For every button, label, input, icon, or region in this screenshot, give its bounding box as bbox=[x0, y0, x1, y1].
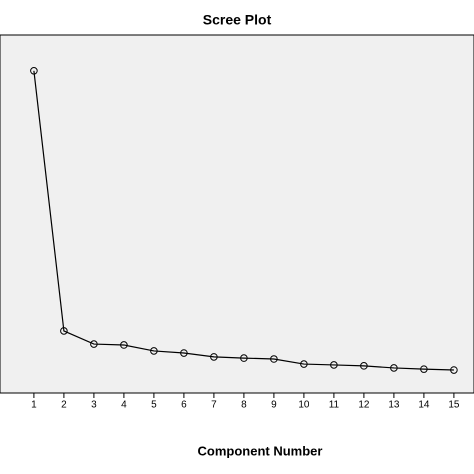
x-tick-label: 3 bbox=[91, 400, 97, 411]
x-tick-label: 8 bbox=[241, 400, 247, 411]
x-axis-title: Component Number bbox=[198, 443, 323, 458]
x-tick-label: 14 bbox=[418, 400, 430, 411]
x-tick-label: 13 bbox=[388, 400, 400, 411]
point bbox=[120, 341, 128, 349]
point bbox=[90, 340, 98, 348]
x-tick-label: 6 bbox=[181, 400, 187, 411]
chart-title: Scree Plot bbox=[203, 12, 272, 28]
x-tick-label: 10 bbox=[298, 400, 310, 411]
x-tick-label: 1 bbox=[31, 400, 37, 411]
point bbox=[360, 362, 368, 370]
point bbox=[330, 361, 338, 369]
x-tick-label: 2 bbox=[61, 400, 67, 411]
x-tick-label: 15 bbox=[448, 400, 460, 411]
point bbox=[300, 360, 308, 368]
point bbox=[210, 353, 218, 361]
point bbox=[420, 365, 428, 373]
x-tick-label: 4 bbox=[121, 400, 127, 411]
point bbox=[390, 364, 398, 372]
point bbox=[150, 347, 158, 355]
x-tick-label: 12 bbox=[358, 400, 370, 411]
point bbox=[270, 355, 278, 363]
point bbox=[60, 327, 68, 335]
x-tick-label: 5 bbox=[151, 400, 157, 411]
x-tick-label: 9 bbox=[271, 400, 277, 411]
point bbox=[30, 67, 38, 75]
x-tick-label: 7 bbox=[211, 400, 217, 411]
plot-area bbox=[0, 34, 474, 394]
point bbox=[180, 349, 188, 357]
point bbox=[240, 354, 248, 362]
line bbox=[33, 70, 454, 371]
point bbox=[450, 366, 458, 374]
x-tick-label: 11 bbox=[329, 400, 340, 411]
